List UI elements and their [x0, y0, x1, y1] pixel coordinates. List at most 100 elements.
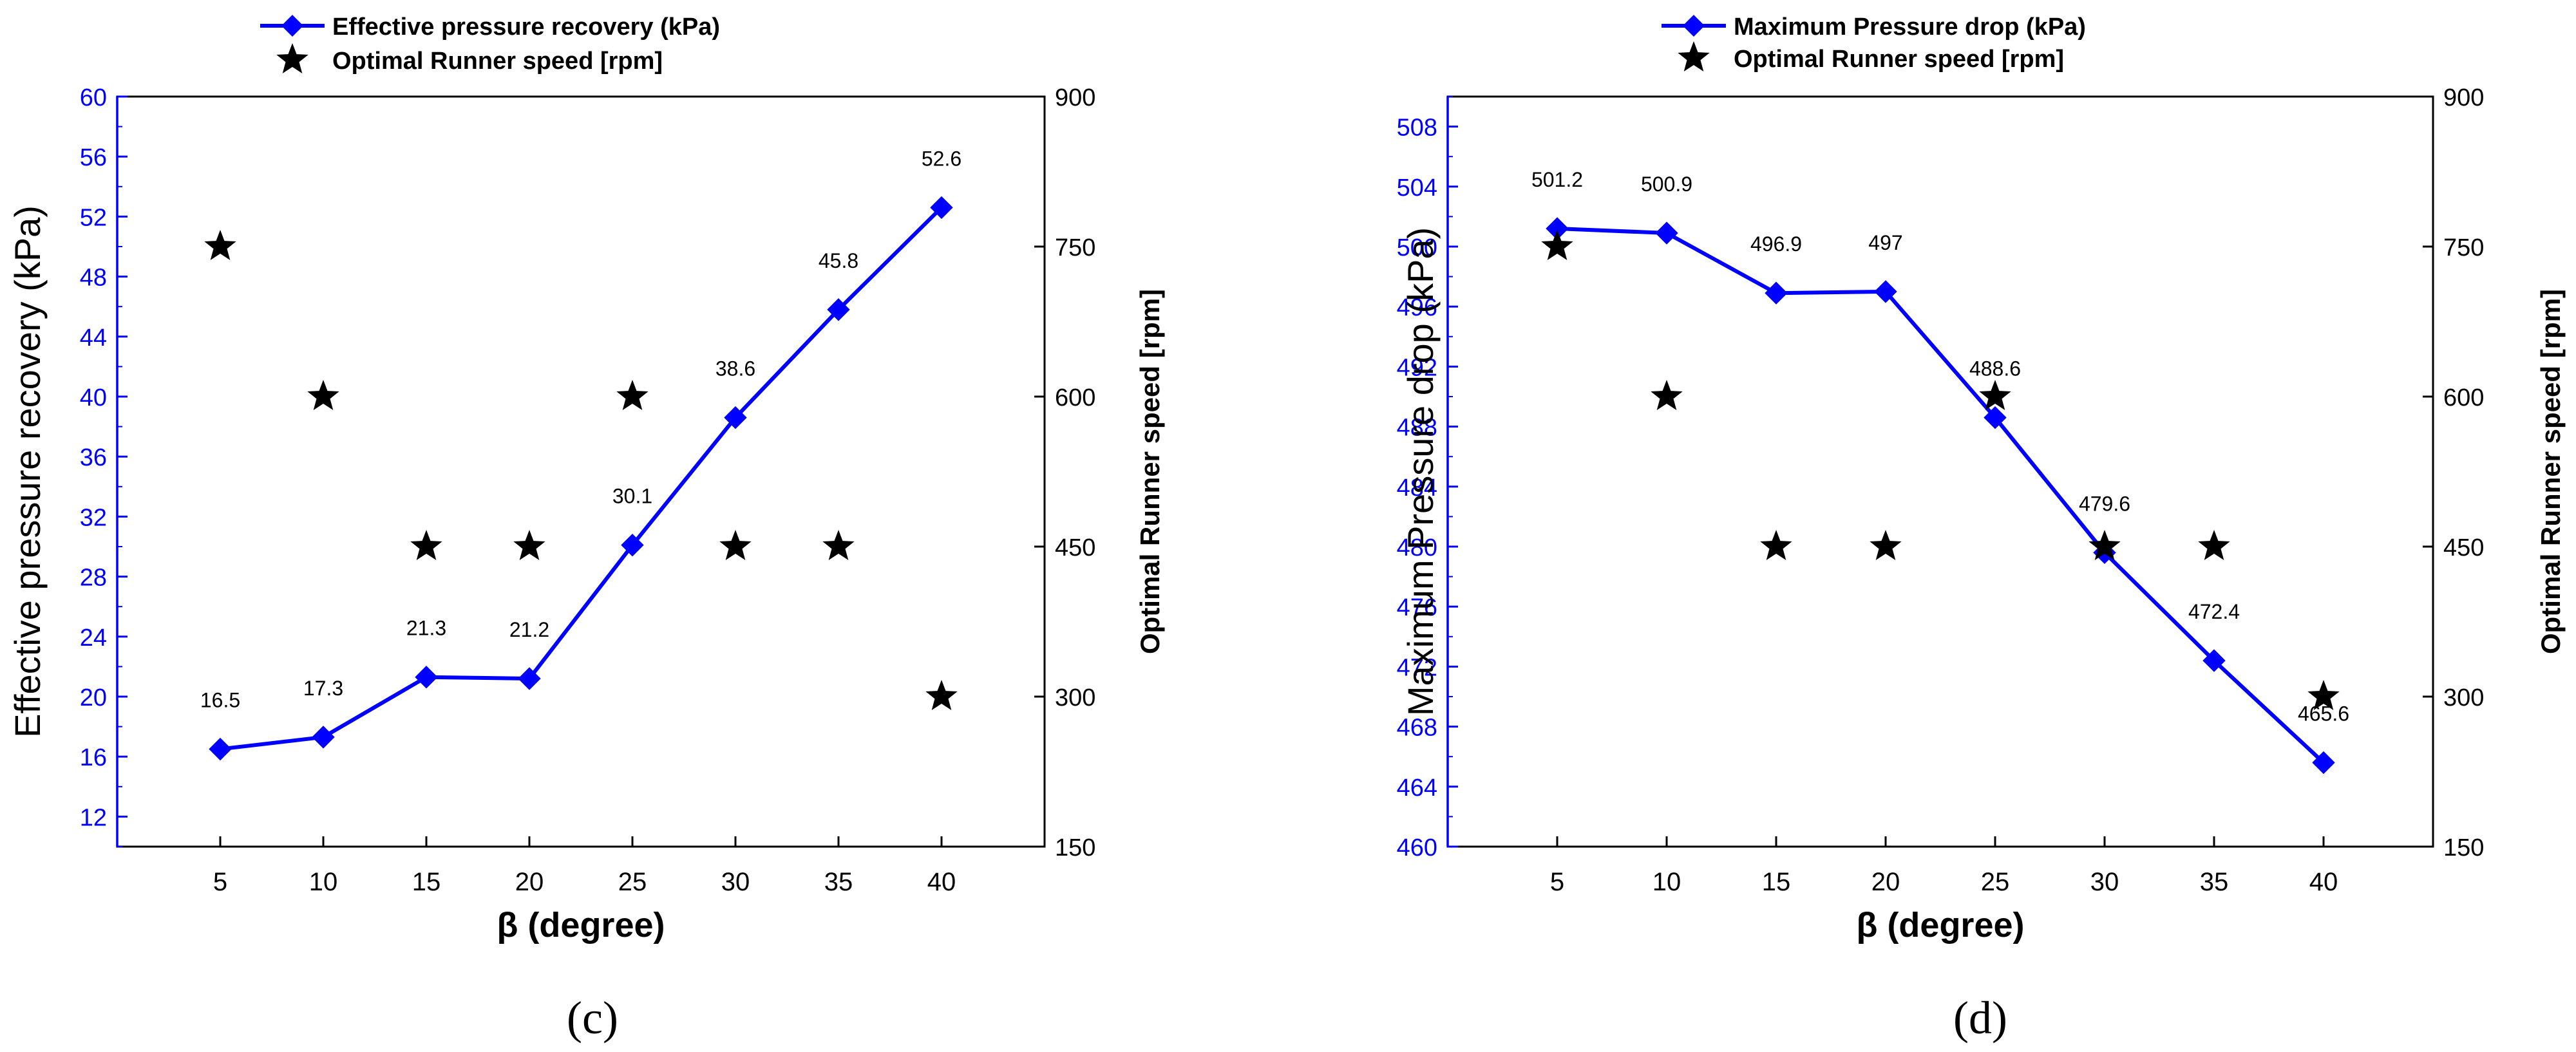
star-marker: [719, 530, 752, 560]
legend-star-icon: [276, 43, 308, 73]
right-y-tick-label: 300: [2443, 684, 2484, 711]
left-y-tick-label: 12: [80, 804, 107, 831]
right-y-tick-label: 750: [2443, 234, 2484, 261]
star-marker: [1541, 230, 1573, 260]
left-y-tick-label: 28: [80, 565, 107, 592]
left-y-tick-label: 496: [1397, 294, 1437, 321]
data-label: 472.4: [2188, 600, 2240, 623]
legend-diamond-icon: [1683, 15, 1705, 37]
right-y-tick-label: 150: [1055, 834, 1095, 861]
primary-series-point: [415, 666, 438, 689]
left-y-tick-label: 36: [80, 444, 107, 471]
right-y-tick-label: 150: [2443, 834, 2484, 861]
primary-series-point: [1874, 280, 1897, 303]
right-y-tick-label: 600: [1055, 384, 1095, 411]
left-y-tick-label: 508: [1397, 115, 1437, 142]
x-axis-title: β (degree): [1856, 906, 2024, 944]
x-tick-label: 5: [213, 868, 227, 896]
data-label: 45.8: [819, 249, 858, 272]
left-y-tick-label: 16: [80, 744, 107, 771]
star-marker: [822, 530, 855, 560]
data-label: 465.6: [2298, 702, 2349, 726]
data-label: 52.6: [922, 147, 961, 170]
primary-series-point: [1655, 221, 1678, 245]
left-y-tick-label: 472: [1397, 654, 1437, 681]
data-label: 21.2: [509, 618, 549, 641]
x-tick-label: 20: [515, 868, 544, 896]
x-tick-label: 40: [927, 868, 956, 896]
left-y-tick-label: 504: [1397, 174, 1437, 202]
left-y-axis-title: Effective pressure recovery (kPa): [7, 205, 48, 738]
chart-panel-c: 5 10 15 20 25 30 35 40 12 16 20 24 28 32 36 40 44 48 52 56 6…: [7, 14, 1165, 1044]
star-marker: [2088, 530, 2121, 560]
x-tick-label: 25: [1981, 868, 2010, 896]
right-y-tick-label: 750: [1055, 234, 1095, 261]
panel-label: (c): [567, 992, 618, 1044]
data-label: 21.3: [406, 617, 446, 640]
right-y-axis-title: Optimal Runner speed [rpm]: [2535, 289, 2566, 654]
star-marker: [925, 680, 958, 710]
data-label: 500.9: [1641, 173, 1692, 196]
data-label: 501.2: [1531, 168, 1583, 191]
primary-series-line: [1557, 227, 2325, 764]
left-y-tick-label: 32: [80, 504, 107, 531]
left-y-tick-label: 48: [80, 265, 107, 292]
plot-frame: [116, 95, 1046, 848]
left-y-tick-label: 464: [1397, 775, 1437, 802]
x-tick-label: 35: [824, 868, 853, 896]
left-y-tick-label: 60: [80, 84, 107, 111]
x-tick-label: 15: [412, 868, 441, 896]
star-marker: [2198, 530, 2230, 560]
primary-series-point: [930, 196, 953, 220]
data-label: 16.5: [200, 689, 240, 712]
right-y-tick-label: 600: [2443, 384, 2484, 411]
primary-series-line: [220, 206, 943, 751]
left-y-axis-title: Maximum Pressure drop (kPa): [1400, 227, 1441, 716]
primary-series-point: [2312, 751, 2335, 775]
star-marker: [1651, 380, 1683, 410]
x-tick-label: 35: [2200, 868, 2229, 896]
left-y-tick-label: 460: [1397, 834, 1437, 861]
x-tick-label: 5: [1550, 868, 1564, 896]
left-y-tick-label: 500: [1397, 234, 1437, 261]
star-marker: [616, 380, 649, 410]
x-tick-label: 20: [1871, 868, 1900, 896]
left-y-tick-label: 52: [80, 204, 107, 231]
x-tick-label: 30: [2090, 868, 2119, 896]
right-y-tick-label: 300: [1055, 684, 1095, 711]
left-y-tick-label: 40: [80, 384, 107, 411]
data-label: 30.1: [612, 485, 652, 508]
data-label: 497: [1868, 231, 1902, 254]
right-y-axis-title: Optimal Runner speed [rpm]: [1135, 289, 1165, 654]
primary-series-point: [1765, 281, 1788, 305]
legend-star-icon: [1678, 41, 1710, 71]
star-marker: [410, 530, 442, 560]
left-y-tick-label: 476: [1397, 594, 1437, 621]
data-label: 17.3: [303, 677, 343, 700]
left-y-tick-label: 44: [80, 324, 107, 352]
right-y-tick-label: 900: [2443, 84, 2484, 111]
x-tick-label: 10: [1653, 868, 1681, 896]
x-axis-title: β (degree): [497, 906, 665, 944]
primary-series-point: [621, 533, 644, 557]
primary-series-point: [312, 726, 335, 749]
plot-frame: [1446, 95, 2434, 848]
legend-entry-secondary: Optimal Runner speed [rpm]: [332, 48, 663, 75]
x-tick-label: 40: [2309, 868, 2338, 896]
star-marker: [1870, 530, 1902, 560]
panel-label: (d): [1953, 992, 2007, 1044]
primary-series-point: [1984, 406, 2007, 429]
primary-series-point: [827, 298, 850, 321]
right-y-tick-label: 450: [1055, 534, 1095, 561]
primary-series-point: [2202, 649, 2226, 672]
data-label: 479.6: [2079, 492, 2130, 515]
left-y-tick-label: 24: [80, 625, 107, 652]
left-y-tick-label: 468: [1397, 715, 1437, 742]
legend-entry-secondary: Optimal Runner speed [rpm]: [1734, 46, 2064, 73]
star-marker: [1760, 530, 1792, 560]
data-label: 488.6: [1969, 357, 2021, 380]
left-y-tick-label: 56: [80, 144, 107, 171]
primary-series-point: [518, 667, 541, 690]
star-marker: [1979, 380, 2011, 410]
